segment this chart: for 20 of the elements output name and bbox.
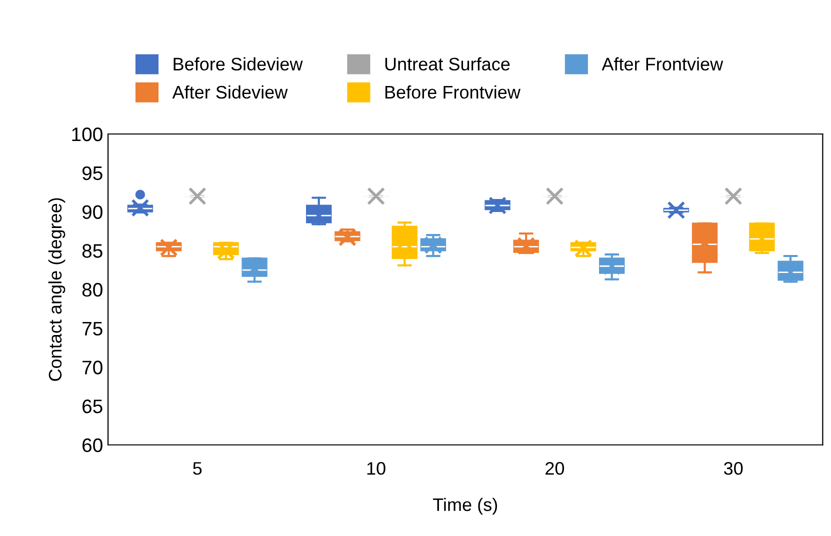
y-axis-title: Contact angle (degree) — [48, 198, 66, 381]
y-tick-label: 60 — [82, 438, 102, 452]
x-tick-label: 10 — [367, 462, 386, 475]
x-tick-label: 5 — [193, 462, 202, 475]
x-axis-title: Time (s) — [433, 498, 497, 515]
y-tick-label: 95 — [82, 166, 102, 180]
legend-label: Before Frontview — [385, 85, 520, 99]
y-tick-label: 75 — [82, 322, 102, 336]
x-tick-label: 30 — [724, 462, 743, 475]
legend-label: Untreat Surface — [385, 57, 510, 71]
y-tick-label: 80 — [82, 282, 102, 297]
legend-label: After Sideview — [172, 85, 288, 99]
y-tick-label: 90 — [82, 205, 102, 219]
legend-label: Before Sideview — [174, 57, 303, 71]
legend-label: After Frontview — [602, 57, 724, 71]
x-tick-label: 20 — [546, 462, 564, 475]
y-tick-label: 70 — [82, 360, 102, 374]
y-tick-label: 100 — [72, 127, 102, 142]
y-tick-label: 65 — [82, 399, 102, 414]
y-tick-label: 85 — [82, 244, 102, 258]
